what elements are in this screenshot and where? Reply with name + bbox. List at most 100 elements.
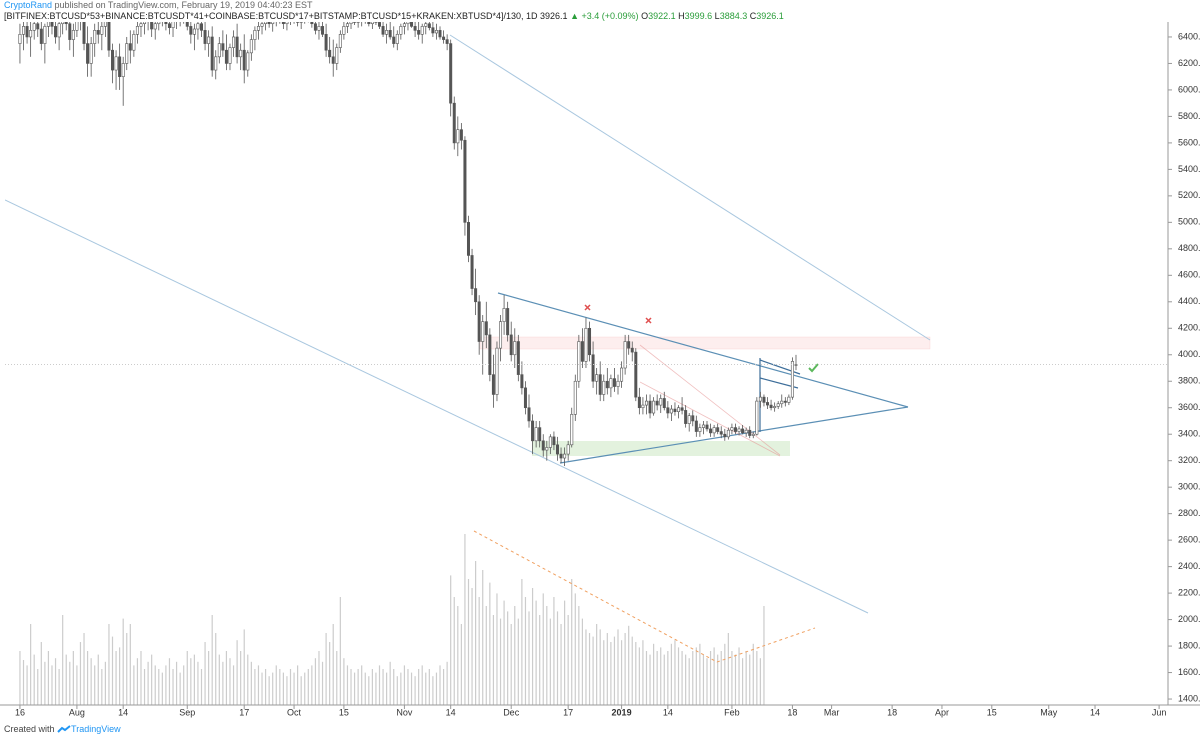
candle-body <box>207 36 211 44</box>
candle-body <box>235 36 239 58</box>
volume-bar <box>499 618 502 705</box>
volume-bar <box>482 570 484 705</box>
high: 3999.6 <box>684 11 713 21</box>
candle-body <box>698 427 702 432</box>
volume-bar <box>713 647 715 705</box>
candle-body <box>449 43 453 104</box>
volume-bar <box>37 669 39 705</box>
candle-body <box>18 34 22 44</box>
volume-bar <box>635 642 637 705</box>
candle-body <box>673 408 677 412</box>
candle-body <box>171 22 175 28</box>
candle-body <box>57 23 61 38</box>
volume-bar <box>179 672 181 705</box>
volume-bar <box>421 665 423 705</box>
volume-bar <box>717 654 719 705</box>
candle-body <box>388 30 392 38</box>
candle-body <box>410 22 414 27</box>
volume-bar <box>503 600 505 705</box>
volume-bar <box>86 651 89 705</box>
volume-bar <box>122 618 124 705</box>
candle-body <box>370 22 374 25</box>
volume-bar <box>293 672 295 705</box>
candle-body <box>114 56 118 71</box>
volume-bar <box>567 615 569 705</box>
volume-bar <box>585 629 587 705</box>
candle-body <box>253 30 257 40</box>
candle-body <box>762 396 766 403</box>
candle-body <box>82 22 86 44</box>
volume-bar <box>467 579 470 705</box>
volume-bar <box>553 597 555 705</box>
volume-bar <box>638 647 640 705</box>
volume-bar <box>30 624 32 705</box>
candle-body <box>687 415 691 424</box>
volume-bar <box>364 672 366 705</box>
candle-body <box>356 22 360 23</box>
candle-body <box>751 433 755 436</box>
volume-bar <box>709 651 712 705</box>
volume-bar <box>257 665 260 705</box>
volume-bar <box>670 643 673 705</box>
candle-body <box>445 39 449 44</box>
volume-bar <box>702 654 705 705</box>
y-tick-label: 4400.0 <box>1178 296 1200 306</box>
candle-body <box>776 403 780 407</box>
candle-body <box>659 398 663 406</box>
candle-body <box>103 22 107 27</box>
volume-bar <box>642 640 644 705</box>
candle-body <box>474 288 478 303</box>
x-tick-label: 14 <box>118 707 128 717</box>
volume-bar <box>531 588 534 705</box>
volume-bar <box>496 593 498 705</box>
candle-body <box>655 400 659 406</box>
volume-bar <box>549 618 551 705</box>
volume-bar <box>168 658 171 705</box>
trend-line <box>639 344 781 456</box>
candle-body <box>374 22 378 23</box>
candle-body <box>185 22 189 27</box>
candle-body <box>627 341 631 349</box>
volume-bar <box>311 665 313 705</box>
volume-bar <box>592 636 594 705</box>
candle-body <box>684 410 688 424</box>
volume-bar <box>521 579 523 705</box>
candle-body <box>495 347 499 395</box>
volume-bar <box>307 669 309 705</box>
volume-bar <box>692 651 694 705</box>
candle-body <box>442 36 446 40</box>
volume-bar <box>175 661 178 705</box>
volume-bar <box>58 669 60 705</box>
created-with: Created with <box>4 724 55 734</box>
volume-bar <box>492 615 495 705</box>
candle-body <box>192 28 196 35</box>
candle-body <box>577 341 581 382</box>
volume-bar <box>147 661 149 705</box>
volume-bar <box>389 661 391 705</box>
change: +3.4 (+0.09%) <box>581 11 639 21</box>
axes: 1400.0 1600.0 1800.0 2000.0 2200.0 2400.0 2600… <box>5 31 1200 717</box>
candle-body <box>766 402 770 406</box>
y-tick-label: 5600.0 <box>1178 137 1200 147</box>
volume-bar <box>546 606 548 705</box>
volume-bar <box>247 654 249 705</box>
candle-body <box>463 139 467 223</box>
x-tick-label: 14 <box>663 707 673 717</box>
candle-body <box>780 400 784 405</box>
candle-body <box>367 22 371 25</box>
candle-body <box>54 26 58 38</box>
candle-body <box>32 23 36 31</box>
volume-bar <box>745 651 747 705</box>
volume-bar <box>588 633 591 705</box>
volume-bar <box>674 640 676 705</box>
volume-bar <box>581 618 584 705</box>
volume-bar <box>542 593 544 705</box>
candle-body <box>232 36 236 48</box>
candle-body <box>677 407 681 412</box>
volume-bar <box>154 665 156 705</box>
candle-body <box>153 23 157 30</box>
candle-body <box>111 49 115 71</box>
candle-body <box>71 30 75 40</box>
candle-body <box>609 378 613 389</box>
